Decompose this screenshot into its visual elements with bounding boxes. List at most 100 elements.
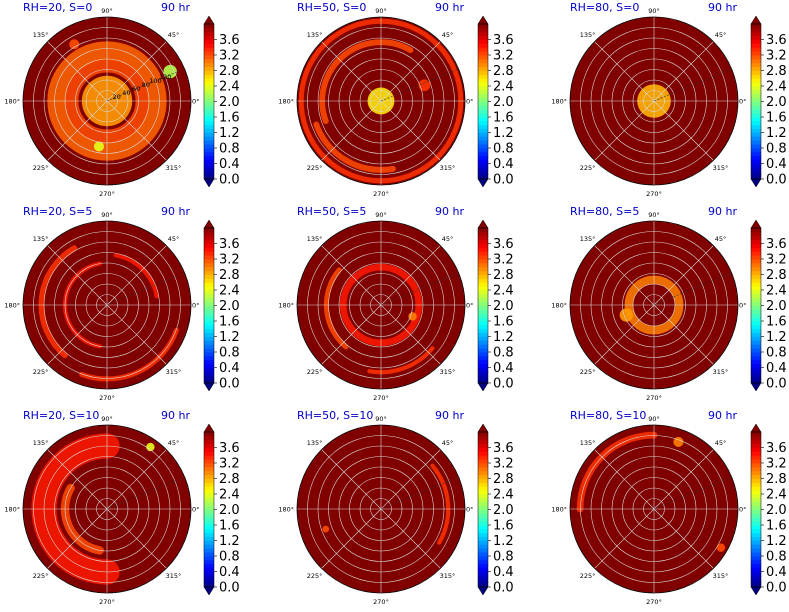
colorbar-segment [751, 486, 761, 491]
panel-2: 0° 45° 90° 135° 180° 225° 270° 315° RH=50, S=0 90… [278, 1, 513, 198]
colorbar-segment [751, 490, 761, 495]
colorbar-tick-label: 3.6 [219, 237, 240, 252]
theta-tick-label: 180° [551, 302, 567, 310]
theta-tick-label: 90° [101, 211, 113, 219]
colorbar-segment [751, 556, 761, 561]
grid-spoke [380, 449, 441, 510]
radial-axis-line [380, 68, 459, 102]
heatmap-blob [418, 79, 431, 92]
theta-tick-label: 315° [166, 572, 182, 580]
colorbar-extend-min [203, 382, 215, 392]
colorbar-segment [751, 31, 761, 37]
colorbar-segment [478, 317, 488, 322]
colorbar-segment [204, 136, 214, 141]
theta-tick-label: 0° [466, 506, 473, 514]
colorbar-tick-label: 1.6 [766, 315, 787, 330]
colorbar-segment [478, 490, 488, 495]
grid-spoke [47, 304, 108, 365]
grid-spoke [594, 41, 655, 102]
colorbar-segment [478, 35, 488, 40]
colorbar-tick-label: 1.6 [493, 111, 514, 126]
grid-spoke [594, 100, 655, 161]
colorbar-segment [204, 266, 214, 272]
theta-tick-label: 135° [307, 31, 323, 39]
colorbar-segment [204, 455, 214, 460]
theta-tick-label: 90° [375, 211, 387, 219]
grid-spoke [321, 100, 382, 161]
colorbar-segment [478, 262, 488, 268]
colorbar-segment [204, 528, 214, 534]
colorbar-segment [751, 505, 761, 510]
colorbar-segment [204, 532, 214, 538]
colorbar-segment [751, 132, 761, 137]
grid-spoke [653, 304, 714, 365]
theta-tick-label: 135° [33, 31, 49, 39]
colorbar-segment [478, 371, 488, 376]
colorbar-segment [204, 175, 214, 180]
theta-tick-label: 315° [166, 164, 182, 172]
colorbar-segment [204, 482, 214, 487]
colorbar-segment [751, 432, 761, 437]
colorbar-segment [751, 359, 761, 365]
colorbar-tick-label: 0.0 [493, 377, 514, 392]
theta-tick-label: 225° [580, 572, 596, 580]
colorbar-tick-label: 0.0 [493, 173, 514, 188]
colorbar-segment [478, 324, 488, 330]
colorbar-segment [478, 344, 488, 349]
colorbar-segment [751, 120, 761, 126]
grid-spoke [653, 100, 714, 161]
colorbar-segment [751, 321, 761, 326]
theta-tick-label: 135° [33, 439, 49, 447]
theta-tick-label: 90° [648, 415, 660, 423]
grid-spoke [106, 304, 167, 365]
colorbar-segment [204, 270, 214, 275]
heatmap-arc [323, 267, 349, 350]
colorbar-segment [204, 74, 214, 79]
colorbar: 0.00.40.81.21.62.02.42.83.23.6 [750, 15, 787, 188]
colorbar-tick-label: 1.2 [766, 534, 787, 549]
colorbar-segment [204, 375, 214, 380]
colorbar-segment [751, 70, 761, 75]
colorbar-tick-label: 1.6 [219, 111, 240, 126]
colorbar-segment [751, 231, 761, 237]
colorbar-tick-label: 2.8 [219, 64, 240, 79]
grid-spoke [380, 245, 441, 306]
colorbar-segment [204, 548, 214, 553]
theta-tick-label: 270° [646, 598, 662, 606]
colorbar-segment [751, 470, 761, 476]
colorbar-segment [751, 163, 761, 168]
colorbar-segment [751, 228, 761, 233]
theta-tick-label: 180° [4, 98, 20, 106]
colorbar-segment [751, 336, 761, 341]
colorbar-segment [751, 563, 761, 569]
grid-spoke [47, 245, 108, 306]
colorbar-segment [751, 278, 761, 283]
colorbar-segment [478, 132, 488, 137]
polar-frame [296, 16, 466, 186]
radial-tick-label: 20 [113, 93, 121, 101]
grid-spoke [380, 304, 441, 365]
colorbar-tick-label: 1.2 [219, 534, 240, 549]
colorbar-segment [751, 371, 761, 376]
colorbar-tick-label: 2.0 [219, 503, 240, 518]
colorbar-segment [478, 455, 488, 460]
colorbar-segment [751, 536, 761, 541]
colorbar-segment [478, 239, 488, 244]
colorbar-segment [751, 466, 761, 472]
colorbar-segment [204, 47, 214, 52]
colorbar-segment [204, 251, 214, 256]
colorbar-tick-label: 3.2 [219, 457, 240, 472]
colorbar-tick-label: 2.0 [219, 95, 240, 110]
colorbar-segment [478, 171, 488, 176]
colorbar-segment [204, 321, 214, 326]
colorbar-segment [204, 58, 214, 64]
colorbar-segment [204, 282, 214, 287]
colorbar-segment [204, 497, 214, 503]
panel-title: RH=50, S=10 [297, 409, 373, 422]
colorbar-segment [204, 447, 214, 452]
colorbar-segment [751, 293, 761, 299]
colorbar-segment [478, 39, 488, 44]
colorbar-tick-label: 0.4 [219, 565, 240, 580]
colorbar-segment [478, 270, 488, 275]
colorbar-tick-label: 3.6 [766, 237, 787, 252]
